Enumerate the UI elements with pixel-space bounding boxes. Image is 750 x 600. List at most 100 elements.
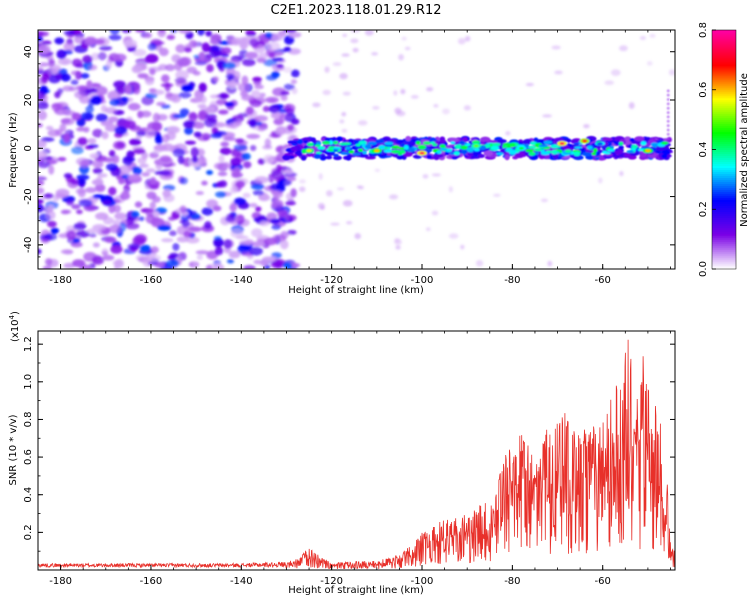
band-cell [666,115,670,119]
noise-cell [201,42,210,53]
noise-cell [604,80,615,86]
noise-cell [460,244,465,250]
colorbar-step [712,169,736,173]
noise-cell [63,30,76,36]
colorbar-step [712,79,736,83]
noise-cell [102,200,112,206]
noise-cell [80,73,90,79]
noise-cell [45,210,56,221]
colorbar-step [712,117,736,121]
noise-cell [205,30,212,37]
y-tick-label: 0 [23,145,34,151]
colorbar-step [712,175,736,178]
noise-cell [112,155,120,164]
colorbar-step [712,103,736,107]
noise-cell [283,34,295,45]
noise-cell [139,163,149,168]
band-cell [362,150,367,155]
colorbar-step [712,141,736,145]
noise-cell [233,143,248,151]
noise-cell [57,157,67,162]
noise-cell [179,205,187,213]
snr-series-line [38,339,675,570]
noise-cell [493,193,501,197]
band-cell [297,138,304,145]
x-tick-label: -140 [230,275,253,286]
noise-cell [280,90,290,96]
band-cell [533,137,539,143]
band-peak [306,149,312,153]
noise-cell [249,38,259,47]
colorbar-step [712,259,736,262]
colorbar-step [712,157,736,161]
band-cell [321,155,327,159]
noise-cell [290,79,298,85]
noise-cell [388,194,399,200]
noise-cell [138,216,145,222]
band-cell [504,154,510,161]
spectrogram-panel: -180 -160 -140 -120 -100 -80 -60 -40 -20 0 20 40 H… [8,29,676,296]
colorbar-step [712,43,736,47]
noise-cell [264,32,273,39]
band-cell [436,150,442,154]
x-tick-label: -180 [49,576,72,587]
colorbar-step [712,227,736,230]
noise-cell [282,66,293,73]
noise-cell [116,142,125,148]
noise-cell [122,155,134,166]
band-cell [378,145,386,150]
noise-cell [270,203,284,210]
noise-cell [92,194,105,199]
noise-cell [342,200,353,207]
band-cell [314,144,321,147]
band-cell [390,149,401,154]
noise-cell [251,89,261,98]
noise-cell [184,47,192,53]
colorbar-step [712,179,736,182]
y-tick-label: 40 [23,45,34,58]
noise-cell [162,133,170,143]
band-cell [460,150,468,155]
spectrogram-y-label: Frequency (Hz) [8,112,19,188]
noise-cell [285,201,297,206]
noise-cell [212,205,222,212]
band-cell [336,136,344,142]
noise-cell [400,88,406,95]
noise-cell [433,103,439,108]
colorbar-step [712,97,736,101]
band-cell [306,142,314,147]
noise-cell [272,57,284,62]
noise-cell [55,188,70,198]
noise-cell [336,187,345,191]
noise-cell [542,114,553,118]
noise-cell [243,264,256,269]
noise-cell [141,172,151,177]
band-peak [374,149,380,153]
noise-cell [175,44,186,53]
noise-cell [145,77,155,86]
noise-cell [282,232,292,236]
noise-cell [273,51,284,56]
noise-cell [112,260,123,266]
noise-cell [146,191,157,200]
colorbar-step [712,183,736,186]
noise-cell [291,87,298,95]
colorbar-step [712,37,736,41]
noise-cell [193,121,205,129]
noise-cell [101,251,109,256]
y-tick-label: 1.2 [23,336,34,352]
band-cell [374,139,385,144]
noise-cell [104,106,118,114]
noise-cell [135,30,146,33]
colorbar-step [712,85,736,89]
noise-cell [108,224,122,234]
colorbar-step [712,83,736,87]
noise-cell [94,183,106,193]
colorbar-step [712,247,736,250]
band-cell [640,141,647,146]
noise-cell [195,250,209,255]
noise-cell [177,155,185,165]
noise-cell [239,240,253,245]
noise-cell [174,77,187,84]
